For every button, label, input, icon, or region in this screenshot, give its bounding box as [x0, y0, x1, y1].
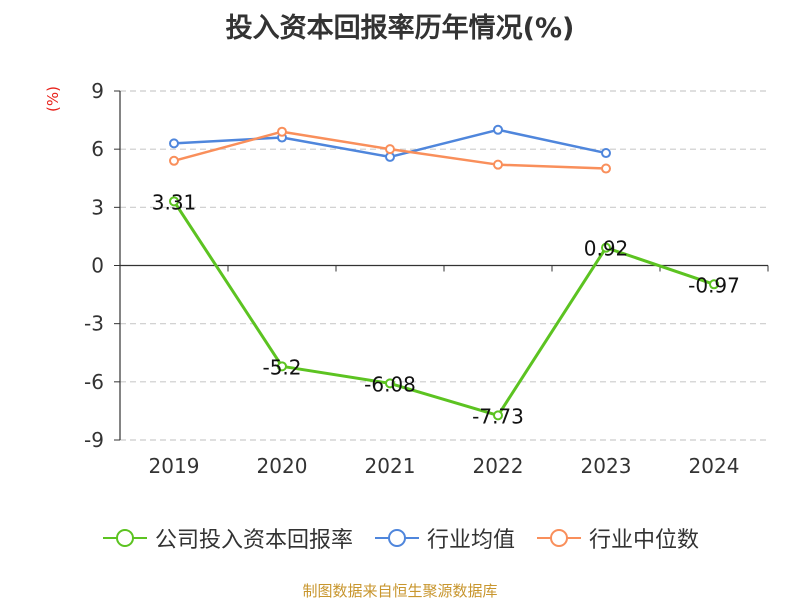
data-point — [493, 410, 503, 421]
y-tick-label: -3 — [84, 312, 104, 336]
data-label: -6.08 — [364, 372, 416, 396]
data-point — [169, 155, 179, 166]
data-point — [169, 138, 179, 149]
y-tick-label: -9 — [84, 428, 104, 452]
data-point — [277, 126, 287, 137]
data-label: 3.31 — [152, 190, 197, 214]
legend-label-industry-mean: 行业均值 — [426, 528, 515, 553]
legend: 公司投入资本回报率 行业均值 行业中位数 — [0, 522, 800, 554]
y-tick-label: 0 — [91, 254, 104, 278]
data-point — [601, 242, 611, 253]
legend-item-industry-mean[interactable]: 行业均值 — [373, 522, 515, 554]
x-tick-label: 2021 — [365, 454, 416, 478]
data-point — [601, 163, 611, 174]
x-tick-label: 2022 — [473, 454, 524, 478]
legend-marker-industry-median — [537, 529, 581, 547]
legend-marker-industry-mean — [374, 529, 419, 547]
data-point — [277, 361, 287, 372]
x-tick-label: 2024 — [689, 454, 740, 478]
data-point — [385, 378, 395, 389]
y-tick-label: 9 — [91, 79, 104, 103]
x-tick-label: 2023 — [581, 454, 632, 478]
legend-item-roic[interactable]: 公司投入资本回报率 — [101, 522, 353, 554]
legend-marker-roic — [102, 529, 147, 547]
data-label: 0.92 — [584, 237, 629, 261]
data-point — [493, 124, 503, 135]
data-point — [169, 196, 179, 207]
x-tick-label: 2020 — [257, 454, 308, 478]
legend-label-roic: 公司投入资本回报率 — [154, 528, 353, 553]
data-point — [709, 279, 719, 290]
data-label: -7.73 — [472, 404, 524, 428]
y-tick-label: 6 — [91, 137, 104, 161]
chart-title: 投入资本回报率历年情况(%) — [225, 13, 575, 44]
data-point — [493, 159, 503, 170]
series-line-0 — [172, 200, 715, 417]
data-label: -5.2 — [262, 355, 301, 379]
x-tick-label: 2019 — [149, 454, 200, 478]
y-tick-label: 3 — [91, 195, 104, 219]
legend-item-industry-median[interactable]: 行业中位数 — [535, 522, 699, 554]
data-point — [385, 144, 395, 155]
legend-label-industry-median: 行业中位数 — [589, 528, 700, 553]
data-label: -0.97 — [688, 273, 740, 297]
source-footer: 制图数据来自恒生聚源数据库 — [302, 582, 498, 600]
y-tick-label: -6 — [84, 370, 104, 394]
data-point — [601, 148, 611, 159]
